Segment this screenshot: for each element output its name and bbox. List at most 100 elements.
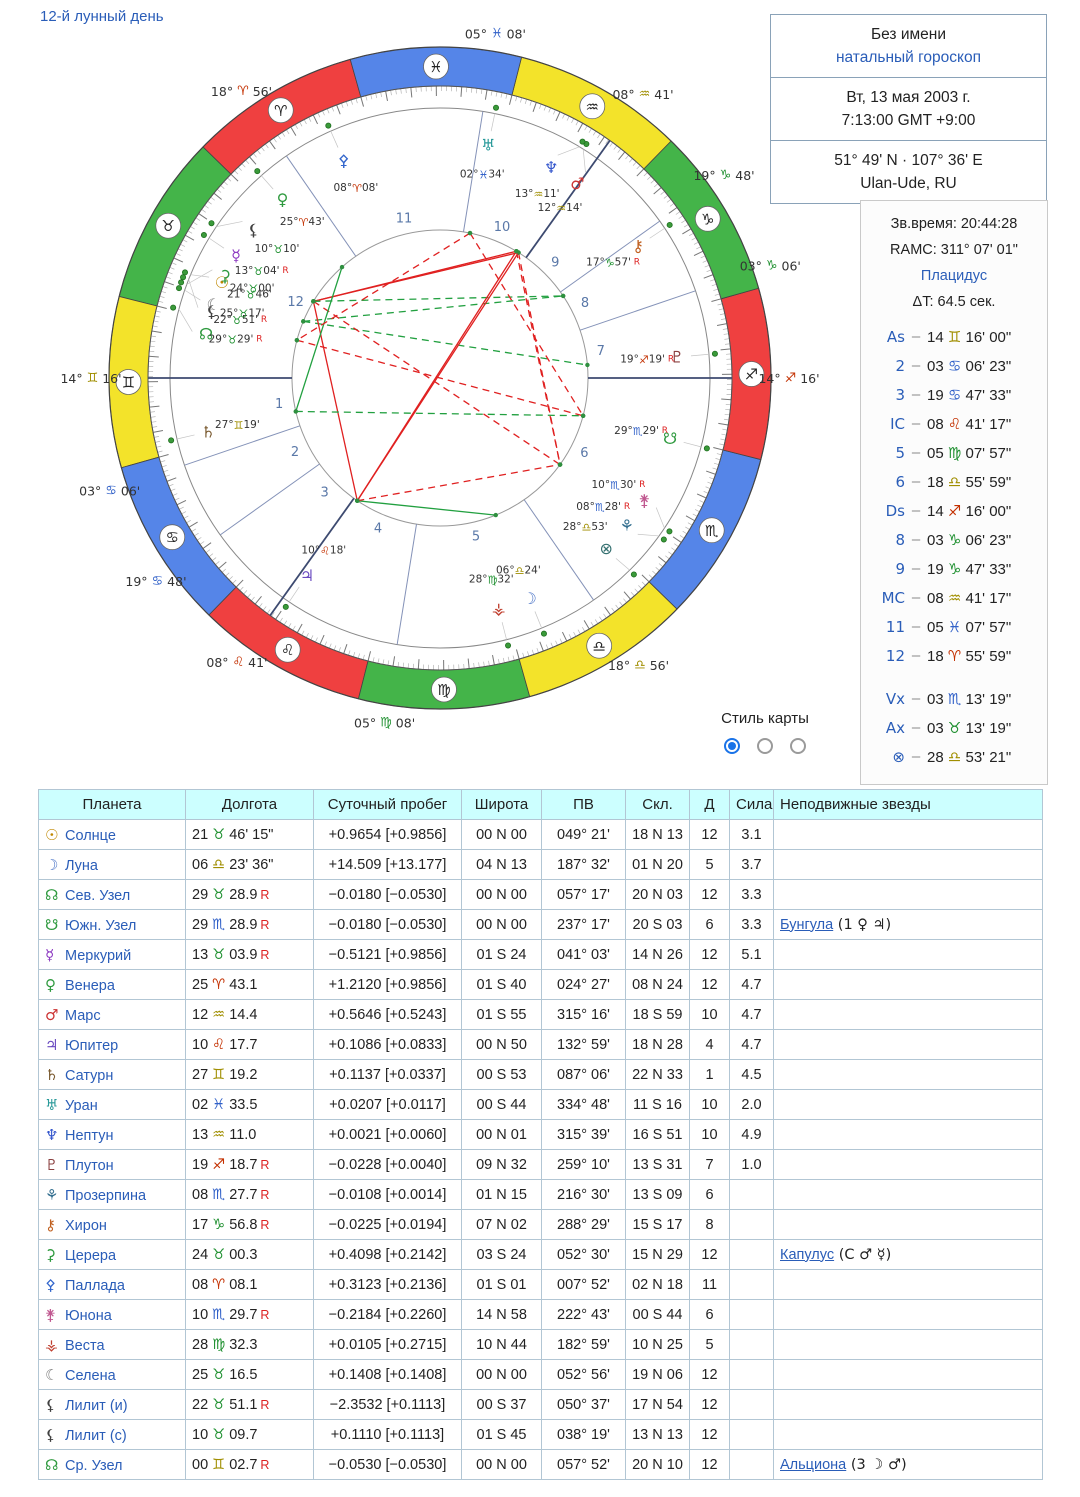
house-label-link[interactable]: IC (890, 415, 905, 433)
degree-tick (196, 537, 202, 541)
degree-tick (266, 609, 271, 614)
house-label-link[interactable]: 5 (895, 444, 905, 462)
degree-tick (375, 93, 378, 99)
table-cell: 7 (689, 1149, 730, 1180)
degree-tick (484, 89, 488, 100)
planet-link[interactable]: Сатурн (65, 1067, 114, 1084)
house-cusp-value: 18 ♎ 55' 59" (927, 473, 1012, 491)
degree-tick (151, 330, 162, 334)
planet-link[interactable]: Лилит (и) (65, 1397, 128, 1414)
house-cusp-row: 3–19 ♋ 47' 33" (865, 381, 1043, 410)
lunar-day-link[interactable]: 12-й лунный день (40, 8, 164, 25)
house-label-link[interactable]: 3 (895, 386, 905, 404)
planet-position-dot (660, 536, 667, 543)
table-cell: 057° 52' (541, 1449, 626, 1480)
planet-link[interactable]: Плутон (65, 1157, 114, 1174)
table-cell: 10 (689, 1089, 730, 1120)
table-cell: 057° 17' (541, 879, 626, 910)
planet-link[interactable]: Церера (65, 1247, 117, 1264)
house-label-link[interactable]: 12 (885, 647, 905, 665)
planet-link[interactable]: Хирон (65, 1217, 107, 1234)
degree-tick (154, 436, 160, 438)
planet-row: ⚷ Хирон 17 ♑ 56.8 R −0.0225 [+0.0194] 07 N 02… (38, 1209, 1043, 1240)
dash: – (911, 618, 921, 635)
planet-link[interactable]: Марс (65, 1007, 101, 1024)
planet-link[interactable]: Ср. Узел (65, 1457, 123, 1474)
house-label-link[interactable]: As (886, 328, 905, 346)
planet-link[interactable]: Лилит (с) (65, 1427, 127, 1444)
planet-link[interactable]: Луна (65, 857, 99, 874)
longitude-cell: 19 ♐ 18.7 R (185, 1149, 314, 1180)
degree-tick (647, 175, 652, 180)
planet-position-dot (325, 122, 332, 129)
house-label-link[interactable]: MC (881, 589, 905, 607)
planet-glyph-icon: ☊ (199, 325, 213, 344)
radio-dot (728, 742, 736, 750)
degree-tick (251, 596, 255, 602)
zodiac-sign-icon: ♑ (947, 560, 962, 578)
degree-tick (653, 183, 659, 188)
degree-tick (150, 416, 156, 418)
degree-tick (245, 159, 250, 165)
planet-position-dot (168, 437, 175, 444)
chart-style-radio-3[interactable] (790, 738, 806, 754)
degree-tick (290, 126, 297, 136)
fixed-star-link[interactable]: Бунгула (780, 916, 834, 933)
degree-tick (460, 86, 463, 97)
planet-link[interactable]: Сев. Узел (65, 887, 131, 904)
house-label-link[interactable]: Vx (885, 690, 905, 708)
planet-position-dot (493, 104, 500, 111)
house-system-link[interactable]: Плацидус (920, 268, 988, 284)
house-cusp-value: 19 ♋ 47' 33" (927, 386, 1012, 404)
chart-style-radio-1[interactable] (724, 738, 740, 754)
fixed-star-link[interactable]: Капулус (780, 1246, 835, 1263)
chart-style-radio-2[interactable] (757, 738, 773, 754)
planet-link[interactable]: Нептун (65, 1127, 114, 1144)
table-cell: +0.0105 [+0.2715] (313, 1329, 462, 1360)
aspect-line (296, 339, 584, 417)
planet-link[interactable]: Прозерпина (65, 1187, 147, 1204)
planet-glyph-icon: ♃ (300, 566, 314, 585)
fixed-star-cell (773, 1029, 1043, 1060)
planet-link[interactable]: Солнце (65, 827, 116, 844)
planet-link[interactable]: Венера (65, 977, 115, 994)
house-label-link[interactable]: 6 (895, 473, 905, 491)
planet-position-dot (208, 220, 215, 227)
house-label-link[interactable]: 2 (895, 357, 905, 375)
degree-tick (562, 113, 565, 119)
house-label-link[interactable]: 9 (895, 560, 905, 578)
planet-glyph-icon: ☽ (522, 589, 536, 608)
house-label-link[interactable]: Ds (885, 502, 905, 520)
degree-tick (155, 310, 161, 313)
planet-pointer-line (649, 227, 665, 239)
planet-degree-label: 10°♏30' R (592, 478, 646, 491)
zodiac-sign-disc (586, 632, 613, 659)
house-label-link[interactable]: 11 (885, 618, 905, 636)
house-label-link[interactable]: 8 (895, 531, 905, 549)
degree-tick (515, 649, 520, 660)
fixed-star-link[interactable]: Альциона (780, 1456, 847, 1473)
degree-tick (619, 601, 623, 606)
degree-tick (571, 118, 575, 124)
planet-link[interactable]: Паллада (65, 1277, 125, 1294)
planet-link[interactable]: Меркурий (65, 947, 132, 964)
table-cell: +0.1408 [+0.1408] (313, 1359, 462, 1390)
aspect-endpoint (355, 498, 360, 503)
degree-tick (232, 579, 237, 584)
table-cell: 259° 10' (541, 1149, 626, 1180)
degree-tick (605, 139, 609, 144)
degree-tick (724, 413, 730, 416)
house-label-link[interactable]: ⊗ (892, 748, 905, 766)
planet-link[interactable]: Юнона (65, 1307, 112, 1324)
planet-link[interactable]: Уран (65, 1097, 98, 1114)
planet-link[interactable]: Юпитер (65, 1037, 119, 1054)
house-label-link[interactable]: Ax (885, 719, 905, 737)
chart-type-link[interactable]: натальный гороскоп (835, 49, 982, 66)
degree-tick (201, 209, 206, 213)
aspect-line (313, 250, 517, 302)
table-cell: 17 N 54 (625, 1389, 690, 1420)
planet-link[interactable]: Веста (65, 1337, 105, 1354)
planet-link[interactable]: Южн. Узел (65, 917, 137, 934)
degree-tick (683, 224, 689, 228)
planet-link[interactable]: Селена (65, 1367, 116, 1384)
